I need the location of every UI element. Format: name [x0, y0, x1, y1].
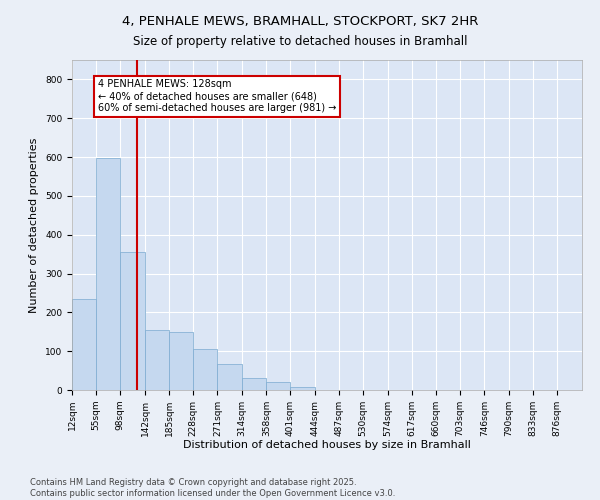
Bar: [193, 349, 217, 390]
Bar: [72, 299, 96, 390]
Bar: [145, 330, 169, 390]
Y-axis label: Number of detached properties: Number of detached properties: [29, 138, 40, 312]
Bar: [242, 378, 266, 390]
X-axis label: Distribution of detached houses by size in Bramhall: Distribution of detached houses by size …: [183, 440, 471, 450]
Text: Size of property relative to detached houses in Bramhall: Size of property relative to detached ho…: [133, 35, 467, 48]
Bar: [266, 382, 290, 390]
Text: Contains HM Land Registry data © Crown copyright and database right 2025.
Contai: Contains HM Land Registry data © Crown c…: [30, 478, 395, 498]
Bar: [217, 364, 242, 390]
Bar: [121, 252, 145, 390]
Bar: [169, 332, 193, 390]
Text: 4 PENHALE MEWS: 128sqm
← 40% of detached houses are smaller (648)
60% of semi-de: 4 PENHALE MEWS: 128sqm ← 40% of detached…: [98, 80, 336, 112]
Bar: [96, 158, 121, 390]
Bar: [290, 387, 314, 390]
Text: 4, PENHALE MEWS, BRAMHALL, STOCKPORT, SK7 2HR: 4, PENHALE MEWS, BRAMHALL, STOCKPORT, SK…: [122, 15, 478, 28]
